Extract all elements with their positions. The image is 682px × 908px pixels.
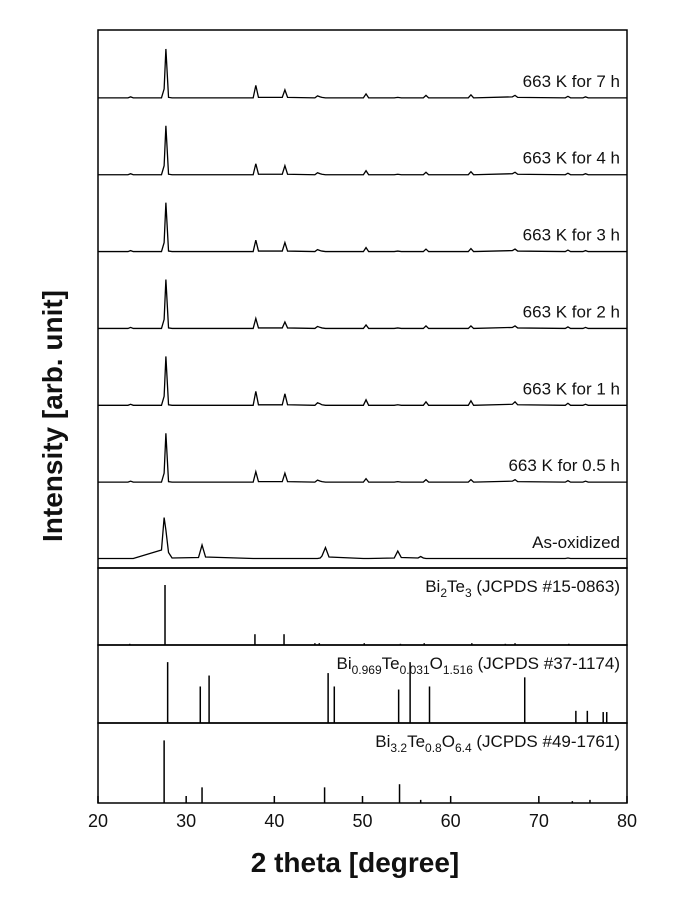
panel-frame <box>97 29 628 569</box>
reference-label-part: Bi <box>425 577 440 596</box>
reference-label-part: 3 <box>465 586 472 600</box>
pattern-line <box>98 433 627 483</box>
pattern-line <box>98 125 627 176</box>
reference-label-part: 0.8 <box>425 741 442 755</box>
reference-label-part: (JCPDS #15-0863) <box>472 577 620 596</box>
x-tick-label: 50 <box>352 811 372 831</box>
reference-label-part: 2 <box>440 586 447 600</box>
pattern-label: 663 K for 4 h <box>523 149 620 168</box>
reference-label-part: (JCPDS #49-1761) <box>472 732 620 751</box>
reference-label-part: 0.969 <box>352 663 382 677</box>
x-tick-label: 70 <box>529 811 549 831</box>
pattern-line <box>98 517 627 560</box>
x-axis-title: 2 theta [degree] <box>251 847 460 878</box>
x-tick-label: 80 <box>617 811 637 831</box>
pattern-label: As-oxidized <box>532 533 620 552</box>
reference-label: Bi0.969Te0.031O1.516 (JCPDS #37-1174) <box>336 654 620 677</box>
x-tick-label: 20 <box>88 811 108 831</box>
pattern-label: 663 K for 1 h <box>523 379 620 398</box>
pattern-line <box>98 202 627 253</box>
reference-label-part: Te <box>382 654 400 673</box>
pattern-line <box>98 356 627 406</box>
reference-label-part: Te <box>447 577 465 596</box>
reference-label: Bi2Te3 (JCPDS #15-0863) <box>425 577 620 600</box>
pattern-line <box>98 279 627 330</box>
reference-label-part: Bi <box>375 732 390 751</box>
y-axis-title: Intensity [arb. unit] <box>37 290 68 542</box>
x-tick-label: 40 <box>264 811 284 831</box>
pattern-label: 663 K for 0.5 h <box>508 456 620 475</box>
x-tick-label: 30 <box>176 811 196 831</box>
reference-label-part: Te <box>407 732 425 751</box>
reference-label-part: (JCPDS #37-1174) <box>473 654 620 673</box>
reference-label-part: O <box>442 732 455 751</box>
reference-label-part: Bi <box>336 654 351 673</box>
pattern-label: 663 K for 2 h <box>523 302 620 321</box>
reference-label-part: 0.031 <box>400 663 430 677</box>
pattern-label: 663 K for 7 h <box>523 72 620 91</box>
pattern-line <box>98 48 627 99</box>
x-tick-label: 60 <box>441 811 461 831</box>
reference-label-part: 1.516 <box>443 663 473 677</box>
reference-label-part: 6.4 <box>455 741 472 755</box>
reference-label-part: 3.2 <box>390 741 407 755</box>
pattern-label: 663 K for 3 h <box>523 226 620 245</box>
reference-label-part: O <box>430 654 443 673</box>
reference-label: Bi3.2Te0.8O6.4 (JCPDS #49-1761) <box>375 732 620 755</box>
